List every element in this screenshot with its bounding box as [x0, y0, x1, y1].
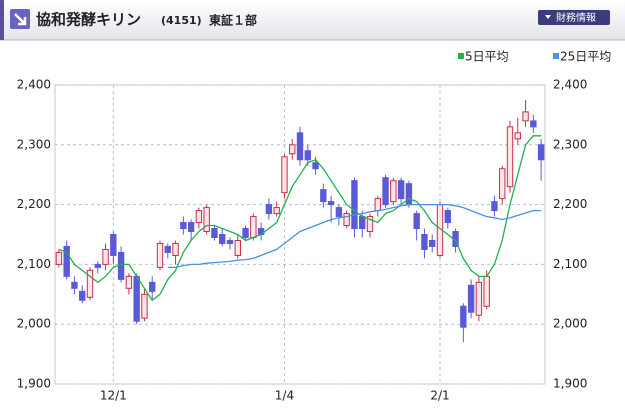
- y2-tick-label: 2,200: [553, 197, 587, 211]
- candle-body: [110, 234, 117, 256]
- candle-body: [172, 242, 179, 256]
- candle-body: [211, 228, 218, 238]
- candle-body: [219, 234, 226, 244]
- candle-body: [265, 204, 273, 215]
- candle-body: [102, 248, 109, 265]
- ma-line: [58, 135, 542, 302]
- candle-body: [522, 111, 529, 122]
- ma-line: [167, 203, 542, 269]
- candle-body: [187, 222, 195, 233]
- candle-body: [514, 132, 521, 140]
- finance-button[interactable]: [538, 10, 610, 25]
- candle-body: [530, 120, 537, 128]
- y2-tick-label: 1,900: [553, 377, 587, 391]
- header-title: 協和発酵キリン: [36, 11, 141, 29]
- candle-body: [195, 210, 203, 224]
- candle-body: [499, 168, 506, 200]
- candle-body: [374, 198, 381, 212]
- candle-body: [234, 239, 241, 256]
- candle-body: [491, 201, 498, 212]
- candle-body: [397, 180, 405, 200]
- y-tick-label: 2,300: [17, 137, 51, 151]
- candle-body: [460, 305, 467, 328]
- candle-body: [242, 228, 249, 238]
- candle-body: [141, 293, 148, 319]
- y-tick-label: 2,100: [17, 257, 51, 271]
- candle-body: [281, 156, 288, 194]
- candle-body: [63, 245, 70, 277]
- candle-body: [421, 234, 428, 250]
- candle-body: [156, 242, 164, 268]
- y2-tick-label: 2,000: [553, 317, 587, 331]
- x-tick-label: 12/1: [100, 389, 127, 403]
- candle-body: [203, 207, 210, 233]
- x-tick-label: 1/4: [275, 389, 294, 403]
- header-icon-arrow: [14, 13, 27, 26]
- finance-button-label[interactable]: 財務情報: [556, 11, 596, 24]
- candle-body: [304, 150, 311, 161]
- candle-body: [312, 162, 319, 170]
- candle-body: [429, 239, 436, 247]
- candle-body: [413, 213, 420, 230]
- candle-body: [320, 189, 327, 203]
- candle-body: [125, 275, 133, 289]
- candle-body: [483, 275, 490, 307]
- candle-body: [467, 284, 475, 313]
- y2-tick-label: 2,400: [553, 78, 587, 92]
- candle-body: [79, 290, 86, 301]
- candle-body: [289, 144, 296, 155]
- legend-swatch: [553, 53, 559, 59]
- candle-body: [351, 180, 358, 230]
- candle-body: [133, 275, 140, 322]
- candle-body: [327, 201, 335, 206]
- candle-body: [390, 180, 397, 203]
- legend-label: 5日平均: [465, 50, 509, 64]
- candle-body: [117, 251, 125, 280]
- header-bar: [0, 0, 625, 40]
- y-tick-label: 2,400: [17, 78, 51, 92]
- legend-swatch: [458, 53, 464, 59]
- candle-body: [273, 207, 280, 215]
- candle-body: [296, 132, 304, 161]
- candle-body: [366, 216, 374, 233]
- candle-body: [86, 269, 94, 298]
- candle-body: [55, 251, 63, 265]
- candle-body: [506, 126, 514, 188]
- y-tick-label: 2,200: [17, 197, 51, 211]
- y-tick-label: 2,000: [17, 317, 51, 331]
- candle-body: [226, 239, 234, 244]
- header-code: (4151): [161, 14, 202, 27]
- candle-body: [149, 281, 156, 292]
- candle-body: [475, 281, 483, 316]
- candle-body: [405, 183, 413, 206]
- candle-body: [250, 216, 257, 238]
- candle-body: [71, 281, 78, 289]
- y2-tick-label: 2,100: [553, 257, 587, 271]
- candle-body: [343, 213, 350, 227]
- candle-body: [444, 210, 451, 224]
- header-market: 東証１部: [209, 13, 257, 28]
- candle-body: [164, 245, 171, 253]
- candle-body: [94, 263, 101, 268]
- candle-body: [335, 207, 343, 218]
- header-accent: [0, 0, 4, 40]
- candle-body: [537, 144, 545, 161]
- y-tick-label: 1,900: [17, 377, 51, 391]
- y2-tick-label: 2,300: [553, 137, 587, 151]
- x-tick-label: 2/1: [430, 389, 449, 403]
- candle-body: [359, 216, 366, 230]
- candle-body: [180, 222, 187, 230]
- candle-body: [382, 177, 389, 206]
- legend-label: 25日平均: [560, 50, 611, 64]
- button-arrow: [545, 15, 551, 19]
